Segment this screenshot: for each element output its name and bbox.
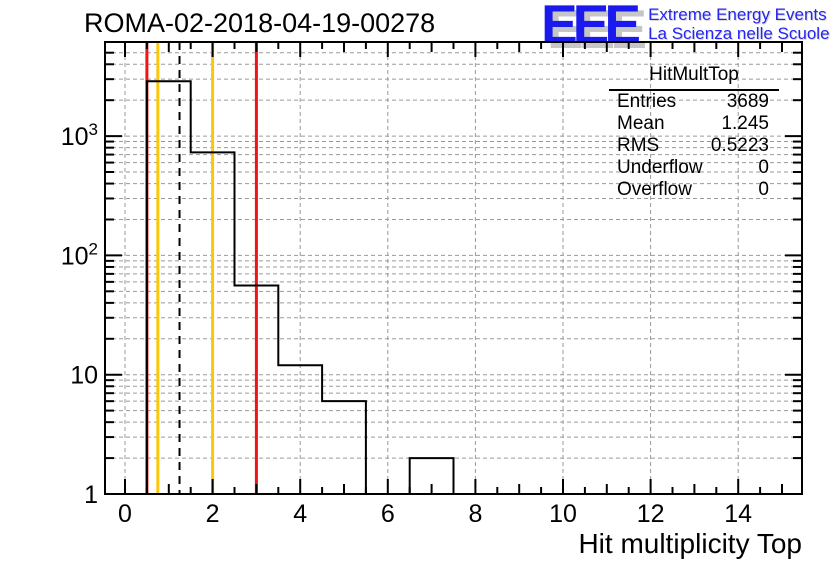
stats-row: Mean 1.245 (609, 113, 779, 135)
stats-label: Overflow (617, 179, 692, 200)
eee-logo-line1: Extreme Energy Events (648, 5, 827, 24)
stats-row: Underflow 0 (609, 157, 779, 179)
eee-logo-line2: La Scienza nelle Scuole (648, 24, 830, 43)
stats-value: 3689 (726, 91, 769, 112)
stats-row: RMS 0.5223 (609, 135, 779, 157)
stats-row: Overflow 0 (609, 179, 779, 201)
y-tick-label: 1 (84, 481, 98, 509)
stats-label: Underflow (617, 157, 703, 178)
x-tick-label: 0 (118, 500, 132, 528)
stats-label: Mean (617, 113, 665, 134)
x-tick-label: 12 (637, 500, 665, 528)
x-tick-label: 2 (206, 500, 220, 528)
histogram-outline (145, 80, 455, 495)
stats-value: 0.5223 (710, 135, 769, 156)
x-tick-label: 8 (468, 500, 482, 528)
y-tick-label: 103 (61, 120, 98, 151)
y-tick-label: 102 (61, 239, 98, 270)
stats-title: HitMultTop (609, 64, 779, 91)
stats-box: HitMultTop Entries 3689 Mean 1.245 RMS 0.5223… (609, 64, 779, 201)
stats-value: 0 (758, 157, 769, 178)
x-tick-label: 4 (293, 500, 307, 528)
x-tick-label: 6 (381, 500, 395, 528)
stats-label: Entries (617, 91, 677, 112)
eee-logo-text: Extreme Energy Events La Scienza nelle S… (648, 1, 829, 43)
x-axis-title: Hit multiplicity Top (578, 528, 802, 559)
y-tick-label: 10 (70, 362, 98, 390)
stats-value: 1.245 (721, 113, 769, 134)
stats-row: Entries 3689 (609, 91, 779, 113)
x-tick-label: 10 (549, 500, 577, 528)
stats-rows: Entries 3689 Mean 1.245 RMS 0.5223 Underflow 0 O… (609, 91, 779, 201)
stats-label: RMS (617, 135, 660, 156)
eee-logo: EEE Extreme Energy Events La Scienza nel… (541, 0, 830, 52)
stats-value: 0 (758, 179, 769, 200)
page-title: ROMA-02-2018-04-19-00278 (84, 8, 436, 38)
x-tick-label: 14 (724, 500, 752, 528)
